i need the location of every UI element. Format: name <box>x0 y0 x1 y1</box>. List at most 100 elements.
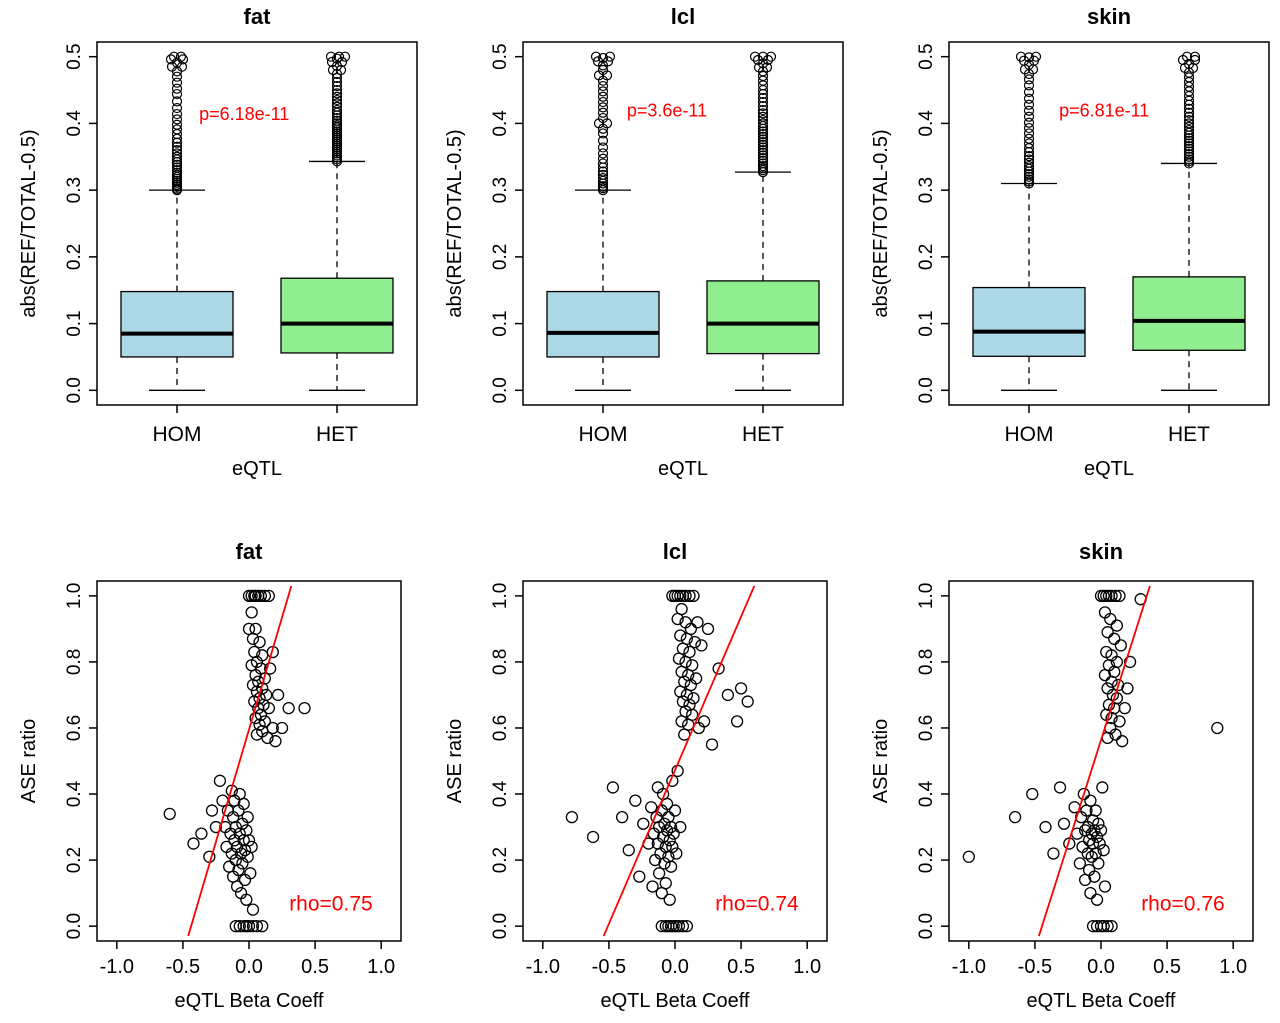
svg-text:0.8: 0.8 <box>916 649 937 675</box>
svg-text:0.4: 0.4 <box>916 780 937 807</box>
x-axis-label: eQTL Beta Coeff <box>601 990 750 1012</box>
svg-text:HET: HET <box>316 423 358 446</box>
boxplot-lcl-svg: lcl 0.0 0.1 0.2 0.3 0.4 0.5 abs(REF/TOTAL-0.5) H… <box>427 0 853 511</box>
panel-title: fat <box>236 539 264 564</box>
svg-text:0.0: 0.0 <box>661 956 689 978</box>
pvalue-annotation: p=3.6e-11 <box>627 101 707 121</box>
svg-text:HOM: HOM <box>579 423 628 446</box>
panel-title: skin <box>1087 4 1131 29</box>
panel-scatter-lcl: lcl 0.0 0.2 0.4 0.6 0.8 1.0 ASE ratio -1.0 -0.5 0.… <box>427 511 853 1023</box>
y-axis-label: ASE ratio <box>870 719 892 803</box>
svg-text:0.2: 0.2 <box>490 847 511 873</box>
plot-frame <box>522 41 844 406</box>
svg-text:1.0: 1.0 <box>1219 956 1247 978</box>
regression-line <box>187 585 293 937</box>
y-axis: 0.0 0.1 0.2 0.3 0.4 0.5 <box>64 43 97 404</box>
scatter-points <box>565 589 754 933</box>
svg-text:0.8: 0.8 <box>490 649 511 675</box>
svg-text:1.0: 1.0 <box>793 956 821 978</box>
box-het <box>1132 162 1246 391</box>
panel-title: fat <box>244 4 272 29</box>
svg-text:0.0: 0.0 <box>916 377 937 403</box>
outliers-het <box>1177 51 1201 169</box>
svg-text:0.0: 0.0 <box>1087 956 1115 978</box>
x-axis-label: eQTL <box>1084 458 1134 480</box>
svg-text:0.2: 0.2 <box>916 847 937 873</box>
panel-scatter-skin: skin 0.0 0.2 0.4 0.6 0.8 1.0 ASE ratio -1.0 -0.5 0… <box>853 511 1279 1023</box>
rho-annotation: rho=0.74 <box>715 892 799 915</box>
svg-text:0.6: 0.6 <box>64 715 85 741</box>
y-axis: 0.0 0.2 0.4 0.6 0.8 1.0 <box>490 583 523 939</box>
panel-scatter-fat: fat 0.0 0.2 0.4 0.6 0.8 1.0 ASE ratio -1.0 -0.5 0.… <box>1 511 427 1023</box>
svg-text:0.1: 0.1 <box>64 310 85 336</box>
panel-boxplot-fat: fat 0.0 0.1 0.2 0.3 0.4 0.5 abs(REF/TOTAL-0.5) H… <box>1 0 427 511</box>
svg-text:0.3: 0.3 <box>64 177 85 203</box>
svg-text:0.2: 0.2 <box>916 244 937 270</box>
x-axis: HOM HET <box>153 405 358 446</box>
pvalue-annotation: p=6.81e-11 <box>1059 101 1149 121</box>
svg-text:HOM: HOM <box>153 423 202 446</box>
svg-text:-1.0: -1.0 <box>952 956 986 978</box>
outliers-het <box>749 51 777 178</box>
svg-text:-0.5: -0.5 <box>166 956 200 978</box>
outliers-het <box>325 51 351 167</box>
plot-frame <box>96 41 418 406</box>
svg-text:0.6: 0.6 <box>490 715 511 741</box>
svg-text:0.0: 0.0 <box>64 377 85 403</box>
svg-text:0.5: 0.5 <box>64 43 85 69</box>
outliers-hom <box>1015 51 1042 189</box>
rho-annotation: rho=0.75 <box>289 892 373 915</box>
x-axis: -1.0 -0.5 0.0 0.5 1.0 <box>100 941 395 978</box>
svg-text:1.0: 1.0 <box>367 956 395 978</box>
y-axis-label: abs(REF/TOTAL-0.5) <box>870 129 892 317</box>
box-het <box>706 171 820 391</box>
svg-text:-0.5: -0.5 <box>592 956 626 978</box>
svg-text:1.0: 1.0 <box>916 583 937 609</box>
scatter-points <box>163 589 311 933</box>
svg-text:-1.0: -1.0 <box>100 956 134 978</box>
svg-text:0.0: 0.0 <box>64 913 85 939</box>
box-hom <box>120 189 234 391</box>
y-axis: 0.0 0.2 0.4 0.6 0.8 1.0 <box>916 583 949 939</box>
y-axis: 0.0 0.1 0.2 0.3 0.4 0.5 <box>916 43 949 404</box>
x-axis: HOM HET <box>1005 405 1210 446</box>
panel-boxplot-skin: skin 0.0 0.1 0.2 0.3 0.4 0.5 abs(REF/TOTAL-0.5)… <box>853 0 1279 511</box>
y-axis-label: ASE ratio <box>444 719 466 803</box>
svg-text:0.4: 0.4 <box>490 780 511 807</box>
x-axis-label: eQTL <box>232 458 282 480</box>
y-axis-label: ASE ratio <box>18 719 40 803</box>
svg-text:HET: HET <box>742 423 784 446</box>
boxplot-skin-svg: skin 0.0 0.1 0.2 0.3 0.4 0.5 abs(REF/TOTAL-0.5)… <box>853 0 1279 511</box>
svg-text:0.6: 0.6 <box>916 715 937 741</box>
y-axis-label: abs(REF/TOTAL-0.5) <box>18 129 40 317</box>
regression-line <box>1038 585 1151 937</box>
svg-text:-1.0: -1.0 <box>526 956 560 978</box>
y-axis-label: abs(REF/TOTAL-0.5) <box>444 129 466 317</box>
panel-boxplot-lcl: lcl 0.0 0.1 0.2 0.3 0.4 0.5 abs(REF/TOTAL-0.5) H… <box>427 0 853 511</box>
svg-text:0.0: 0.0 <box>916 913 937 939</box>
x-axis-label: eQTL Beta Coeff <box>175 990 324 1012</box>
svg-text:0.5: 0.5 <box>301 956 329 978</box>
svg-text:HET: HET <box>1168 423 1210 446</box>
x-axis-label: eQTL Beta Coeff <box>1027 990 1176 1012</box>
panel-title: lcl <box>671 4 695 29</box>
x-axis: -1.0 -0.5 0.0 0.5 1.0 <box>952 941 1247 978</box>
y-axis: 0.0 0.2 0.4 0.6 0.8 1.0 <box>64 583 97 939</box>
svg-text:0.5: 0.5 <box>1153 956 1181 978</box>
scatter-skin-svg: skin 0.0 0.2 0.4 0.6 0.8 1.0 ASE ratio -1.0 -0.5 0… <box>853 511 1279 1023</box>
rho-annotation: rho=0.76 <box>1141 892 1225 915</box>
svg-text:HOM: HOM <box>1005 423 1054 446</box>
svg-text:0.2: 0.2 <box>64 847 85 873</box>
svg-text:0.8: 0.8 <box>64 649 85 675</box>
svg-text:0.3: 0.3 <box>490 177 511 203</box>
svg-text:0.4: 0.4 <box>916 110 937 137</box>
svg-text:0.1: 0.1 <box>916 310 937 336</box>
regression-line <box>602 585 756 937</box>
svg-text:0.3: 0.3 <box>916 177 937 203</box>
panel-title: skin <box>1079 539 1123 564</box>
svg-text:0.4: 0.4 <box>64 110 85 137</box>
box-het <box>280 160 394 391</box>
box-hom <box>546 189 660 391</box>
svg-text:0.4: 0.4 <box>490 110 511 137</box>
